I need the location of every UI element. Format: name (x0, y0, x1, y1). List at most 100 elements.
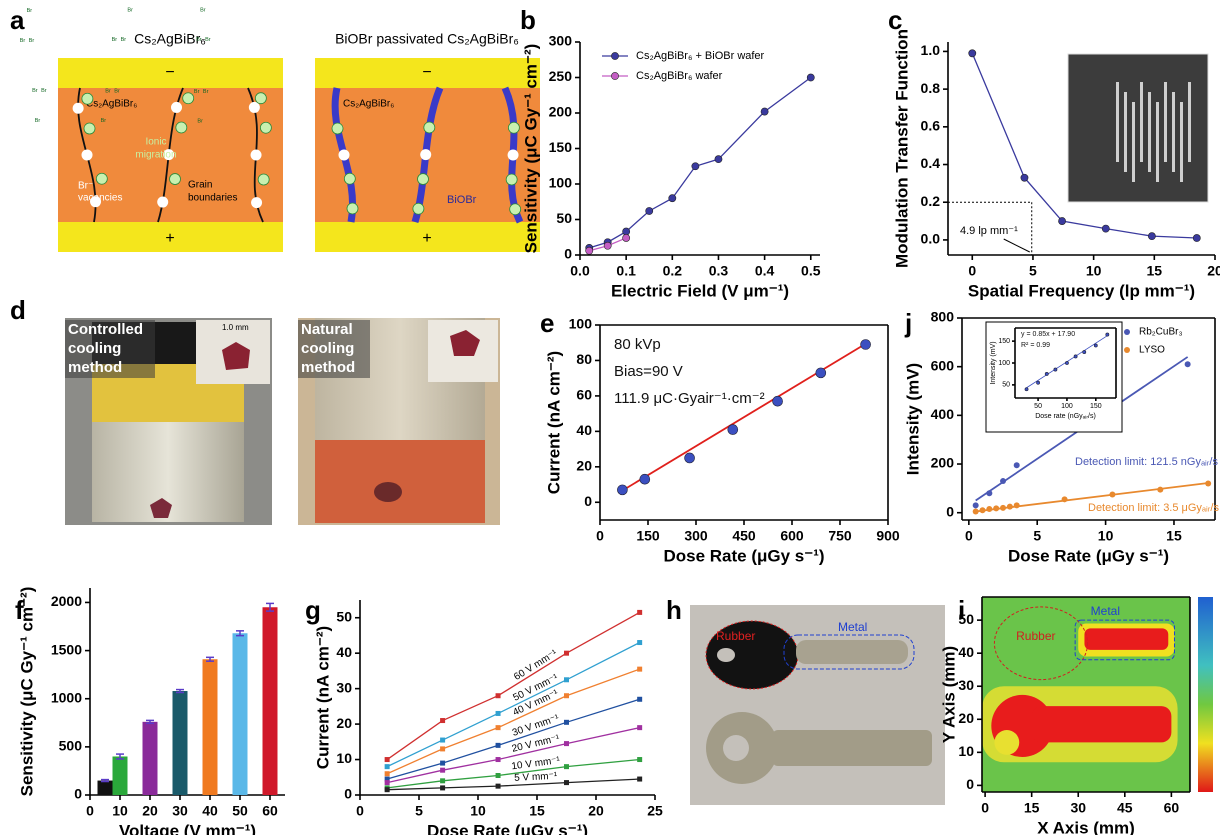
data-point (564, 764, 569, 769)
material-label: Cs₂AgBiBr₆ (86, 99, 137, 110)
data-point (986, 490, 992, 496)
x-tick-label: 15 (1147, 263, 1163, 279)
y-tick-label: 1500 (51, 641, 82, 657)
data-point (385, 771, 390, 776)
crystal (374, 482, 402, 502)
panel-letter: d (10, 295, 26, 325)
data-point (440, 768, 445, 773)
data-point (1157, 487, 1163, 493)
x-tick-label: 300 (684, 528, 708, 544)
y-tick-label: 20 (958, 710, 974, 726)
x-tick-label: 0 (968, 263, 976, 279)
data-point (1054, 368, 1057, 371)
x-tick-label: 60 (262, 803, 278, 819)
data-point (440, 761, 445, 766)
br-ion (413, 203, 424, 214)
y-tick-label: 20 (576, 458, 592, 474)
vacancy (251, 197, 262, 208)
y-tick-label: 0.4 (921, 155, 941, 171)
annotation: boundaries (188, 193, 237, 204)
br-label: Br (35, 118, 41, 124)
data-point (646, 207, 653, 214)
y-tick-label: 50 (958, 611, 974, 627)
br-label: Br (101, 118, 107, 124)
data-point (1094, 344, 1097, 347)
y-tick-label: 200 (931, 455, 955, 471)
br-label: Br (114, 89, 120, 95)
legend-marker (611, 72, 618, 79)
legend-marker (611, 52, 618, 59)
br-label: Br (121, 37, 127, 43)
br-label: Br (127, 8, 133, 14)
br-ion (344, 173, 355, 184)
data-point (1045, 372, 1048, 375)
x-tick-label: 15 (1024, 800, 1040, 816)
data-point (564, 720, 569, 725)
data-point (807, 74, 814, 81)
br-ion (332, 123, 343, 134)
data-point (773, 396, 783, 406)
y-tick-label: 250 (549, 68, 573, 84)
y-tick-label: 40 (958, 644, 974, 660)
photo-label: Metal (838, 620, 867, 634)
annotation: Detection limit: 121.5 nGyₐᵢᵣ/s (1075, 456, 1218, 468)
y-axis-label: Intensity (mV) (990, 341, 997, 384)
x-tick-label: 600 (780, 528, 804, 544)
y-tick-label: 500 (59, 738, 83, 754)
figure: aCs₂AgBiBr₆−+Cs₂AgBiBr₆BrBrBrBrBrBrBrBrB… (0, 0, 1220, 835)
data-point (1065, 361, 1068, 364)
data-point (1185, 361, 1191, 367)
data-point (1014, 502, 1020, 508)
x-axis-label: X Axis (mm) (1037, 818, 1135, 835)
annotation: y = 0.85x + 17.90 (1021, 331, 1075, 338)
vacancy (508, 150, 519, 161)
br-label: Br (205, 37, 211, 43)
data-point (385, 780, 390, 785)
colorbar (1198, 597, 1213, 792)
br-ion (506, 174, 517, 185)
data-point (440, 746, 445, 751)
data-point (637, 757, 642, 762)
diagram-title: BiOBr passivated Cs₂AgBiBr₆ (335, 31, 519, 47)
y-tick-label: 300 (549, 33, 573, 49)
x-axis-label: Spatial Frequency (lp mm⁻¹) (968, 281, 1195, 300)
br-label: Br (200, 8, 206, 14)
electrode-sign: − (165, 64, 174, 81)
data-point (637, 725, 642, 730)
data-point (385, 787, 390, 792)
data-point (564, 741, 569, 746)
y-tick-label: 0.8 (921, 80, 941, 96)
data-point (1007, 504, 1013, 510)
series-line (387, 669, 640, 774)
data-point (692, 163, 699, 170)
x-tick-label: 450 (732, 528, 756, 544)
br-ion (508, 122, 519, 133)
x-tick-label: 15 (529, 803, 545, 819)
data-point (440, 778, 445, 783)
test-pattern (1188, 82, 1191, 162)
data-point (761, 108, 768, 115)
data-point (564, 677, 569, 682)
x-tick-label: 0.0 (570, 263, 590, 279)
data-point (1083, 350, 1086, 353)
y-axis-label: Current (nA cm⁻²) (544, 351, 563, 494)
test-pattern (1180, 102, 1183, 182)
y-tick-label: 150 (549, 139, 573, 155)
key-blade (772, 730, 932, 766)
scale-label: 1.0 mm (222, 323, 249, 332)
br-label: Br (197, 119, 203, 125)
data-point (1106, 333, 1109, 336)
bar (173, 691, 188, 795)
bar (203, 659, 218, 795)
photo-label: method (68, 359, 122, 376)
photo-label: Natural (301, 321, 353, 338)
x-tick-label: 10 (112, 803, 128, 819)
x-tick-label: 0.4 (755, 263, 775, 279)
y-tick-label: 100 (549, 175, 573, 191)
data-point (1014, 462, 1020, 468)
x-axis-label: Voltage (V mm⁻¹) (119, 821, 256, 835)
br-label: Br (20, 38, 26, 44)
data-point (993, 505, 999, 511)
bar (263, 607, 278, 795)
annotation: Rubber (1016, 629, 1055, 643)
